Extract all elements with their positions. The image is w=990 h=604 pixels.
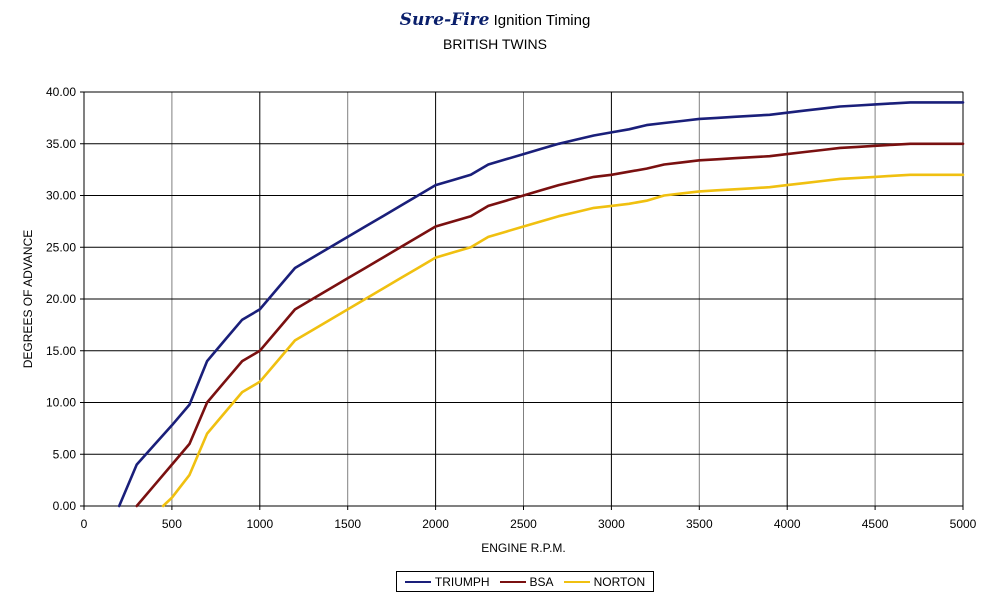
x-tick-label: 0	[81, 517, 88, 531]
legend-swatch-norton	[563, 580, 590, 583]
y-axis-label: DEGREES OF ADVANCE	[21, 230, 35, 368]
x-tick-label: 1500	[334, 517, 361, 531]
y-tick-label: 15.00	[46, 344, 76, 358]
legend-item-norton: NORTON	[563, 574, 646, 589]
x-tick-label: 500	[162, 517, 182, 531]
title-brand: Sure-Fire	[399, 10, 490, 30]
y-tick-label: 0.00	[53, 499, 77, 513]
series-line-bsa	[135, 142, 965, 508]
legend: TRIUMPH BSA NORTON	[396, 571, 654, 592]
series-line-triumph	[117, 101, 965, 508]
x-tick-label: 3000	[598, 517, 625, 531]
x-tick-label: 4500	[862, 517, 889, 531]
x-tick-label: 2000	[422, 517, 449, 531]
legend-item-bsa: BSA	[499, 574, 554, 589]
y-tick-label: 10.00	[46, 396, 76, 410]
series-line-norton	[161, 173, 965, 508]
title-rest: Ignition Timing	[493, 12, 591, 29]
x-axis-label: ENGINE R.P.M.	[481, 541, 565, 555]
y-tick-label: 40.00	[46, 85, 76, 99]
y-tick-label: 35.00	[46, 137, 76, 151]
legend-label-bsa: BSA	[529, 574, 554, 589]
y-tick-label: 30.00	[46, 189, 76, 203]
legend-label-triumph: TRIUMPH	[434, 574, 490, 589]
x-tick-label: 2500	[510, 517, 537, 531]
series-group	[117, 101, 965, 508]
x-tick-label: 4000	[774, 517, 801, 531]
x-tick-label: 3500	[686, 517, 713, 531]
x-tick-label: 1000	[246, 517, 273, 531]
gridlines	[83, 91, 964, 507]
chart-title: Sure-Fire Ignition Timing	[0, 10, 990, 30]
legend-swatch-bsa	[499, 580, 526, 583]
x-tick-label: 5000	[950, 517, 977, 531]
y-tick-label: 5.00	[53, 447, 77, 461]
legend-label-norton: NORTON	[593, 574, 646, 589]
y-tick-label: 25.00	[46, 240, 76, 254]
legend-item-triumph: TRIUMPH	[404, 574, 490, 589]
legend-swatch-triumph	[404, 580, 431, 583]
axes: 0 500 1000 1500 2000 2500 3000 3500 4000 4500 5000…	[46, 85, 977, 531]
y-tick-label: 20.00	[46, 292, 76, 306]
chart-subtitle: BRITISH TWINS	[443, 36, 547, 52]
